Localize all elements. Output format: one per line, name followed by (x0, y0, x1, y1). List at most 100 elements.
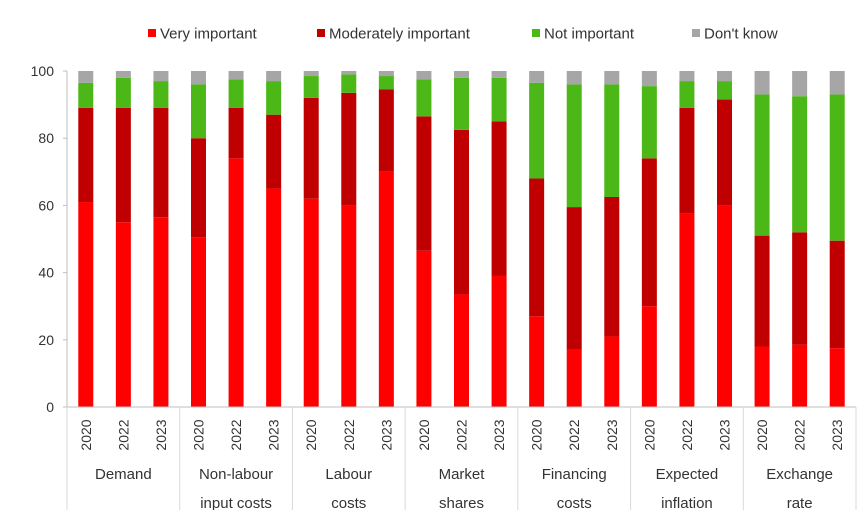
bar-segment-not-important (303, 76, 319, 98)
x-tick-label-year: 2020 (754, 419, 770, 450)
y-tick-label: 80 (38, 130, 54, 146)
x-group-label-exchange-rate: Exchange (766, 466, 833, 483)
bar-segment-very-important (454, 294, 469, 407)
bar-segment-very-important (153, 217, 169, 407)
bar-segment-don-t-know (115, 71, 131, 78)
bar-segment-very-important (266, 188, 282, 407)
bar-segment-not-important (191, 84, 206, 139)
x-group-label-financing-costs: Financing (542, 466, 607, 483)
legend-label-moderately-important: Moderately important (329, 26, 471, 43)
bar-segment-very-important (754, 346, 770, 407)
bar-segment-don-t-know (266, 71, 282, 82)
bar-segment-not-important (491, 77, 507, 122)
legend-swatch-don-t-know (692, 29, 700, 37)
bar-segment-don-t-know (378, 71, 394, 77)
x-tick-label-year: 2023 (717, 419, 733, 450)
x-tick-label-year: 2020 (303, 419, 319, 450)
legend-swatch-moderately-important (317, 29, 325, 37)
bar-segment-very-important (641, 306, 657, 407)
x-tick-label-year: 2022 (566, 419, 582, 450)
bar-segment-moderately-important (378, 89, 394, 172)
bar-segment-moderately-important (115, 107, 131, 223)
bar-segment-don-t-know (679, 71, 695, 82)
legend-label-very-important: Very important (160, 26, 258, 43)
x-group-label-non-labour-input-costs: Non-labour (199, 466, 273, 483)
bar-segment-don-t-know (228, 71, 244, 80)
bar-segment-not-important (717, 81, 732, 100)
bar-segment-don-t-know (303, 71, 319, 77)
x-tick-label-year: 2022 (454, 419, 470, 450)
bar-segment-moderately-important (266, 114, 282, 189)
legend-label-don-t-know: Don't know (704, 26, 778, 43)
bar-segment-very-important (78, 202, 94, 407)
bar-segment-don-t-know (491, 71, 507, 78)
x-tick-label-year: 2023 (491, 419, 507, 450)
bar-segment-don-t-know (754, 71, 770, 95)
bar-segment-don-t-know (792, 71, 808, 97)
bar-segment-moderately-important (754, 235, 770, 347)
bar-segment-moderately-important (191, 138, 206, 238)
x-group-label-market-shares: shares (439, 495, 484, 510)
x-tick-label-year: 2022 (679, 419, 695, 450)
x-tick-label-year: 2020 (529, 419, 545, 450)
bars (78, 71, 845, 407)
bar-segment-moderately-important (717, 99, 732, 206)
bar-segment-don-t-know (604, 71, 620, 85)
bar-segment-moderately-important (78, 107, 94, 203)
bar-segment-moderately-important (303, 97, 319, 199)
bar-segment-not-important (792, 96, 808, 233)
bar-segment-moderately-important (341, 92, 357, 206)
bar-segment-not-important (754, 94, 770, 236)
x-group-label-exchange-rate: rate (787, 495, 813, 510)
bar-segment-don-t-know (153, 71, 169, 82)
bar-segment-very-important (604, 336, 620, 407)
x-tick-label-year: 2023 (604, 419, 620, 450)
x-tick-label-year: 2022 (115, 419, 131, 450)
bar-segment-very-important (416, 250, 432, 407)
x-group-label-market-shares: Market (439, 466, 486, 483)
y-axis: 0 20 40 60 80 100 (31, 63, 68, 415)
bar-segment-not-important (679, 81, 695, 108)
bar-segment-moderately-important (491, 121, 507, 276)
y-tick-label: 60 (38, 197, 54, 213)
bar-segment-very-important (491, 275, 507, 407)
bar-segment-moderately-important (792, 232, 808, 345)
x-tick-label-year: 2023 (153, 419, 169, 450)
bar-segment-very-important (679, 213, 695, 407)
bar-segment-not-important (341, 74, 357, 93)
bar-segment-very-important (829, 348, 845, 407)
x-tick-label-year: 2023 (378, 419, 394, 450)
bar-segment-not-important (153, 81, 169, 108)
x-tick-label-year: 2020 (416, 419, 432, 450)
x-tick-label-year: 2020 (641, 419, 657, 450)
bar-segment-very-important (566, 349, 582, 407)
bar-segment-moderately-important (566, 207, 582, 350)
bar-segment-not-important (454, 77, 469, 130)
y-tick-label: 0 (46, 399, 54, 415)
bar-segment-moderately-important (604, 197, 620, 337)
x-tick-label-year: 2020 (191, 419, 207, 450)
bar-segment-very-important (228, 158, 244, 407)
bar-segment-moderately-important (153, 107, 169, 218)
x-group-label-financing-costs: costs (557, 495, 592, 510)
bar-segment-don-t-know (191, 71, 206, 85)
bar-segment-not-important (604, 84, 620, 197)
x-tick-label-year: 2022 (341, 419, 357, 450)
bar-segment-moderately-important (641, 158, 657, 307)
bar-segment-very-important (529, 316, 545, 407)
bar-segment-moderately-important (416, 116, 432, 251)
x-group-label-labour-costs: costs (331, 495, 366, 510)
bar-segment-moderately-important (829, 240, 845, 349)
bar-segment-moderately-important (454, 129, 469, 295)
bar-segment-very-important (115, 222, 131, 407)
y-tick-label: 40 (38, 265, 54, 281)
bar-segment-not-important (78, 82, 94, 108)
x-tick-label-year: 2020 (78, 419, 94, 450)
bar-segment-don-t-know (529, 71, 545, 83)
legend-swatch-very-important (148, 29, 156, 37)
x-group-label-expected-inflation: Expected (656, 466, 719, 483)
bar-segment-not-important (416, 79, 432, 117)
bar-segment-moderately-important (228, 107, 244, 159)
